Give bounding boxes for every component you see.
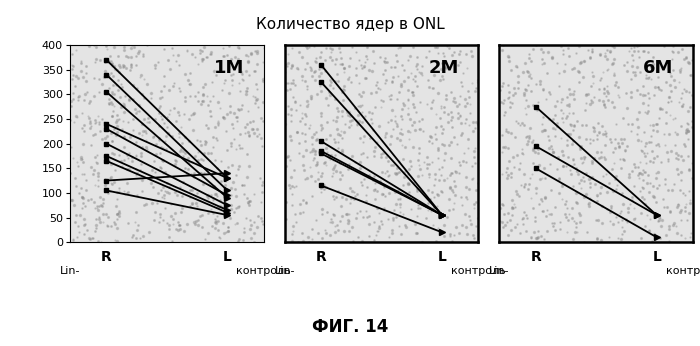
- Text: 2М: 2М: [428, 59, 458, 77]
- Text: Lin-: Lin-: [489, 266, 510, 276]
- Text: Lin-: Lin-: [274, 266, 295, 276]
- Text: контроль: контроль: [237, 266, 291, 276]
- Text: контроль: контроль: [451, 266, 505, 276]
- Text: 6М: 6М: [643, 59, 673, 77]
- Text: 1М: 1М: [214, 59, 244, 77]
- Text: контроль: контроль: [666, 266, 700, 276]
- Text: Количество ядер в ONL: Количество ядер в ONL: [256, 17, 444, 32]
- Text: ФИГ. 14: ФИГ. 14: [312, 318, 388, 336]
- Text: Lin-: Lin-: [60, 266, 80, 276]
